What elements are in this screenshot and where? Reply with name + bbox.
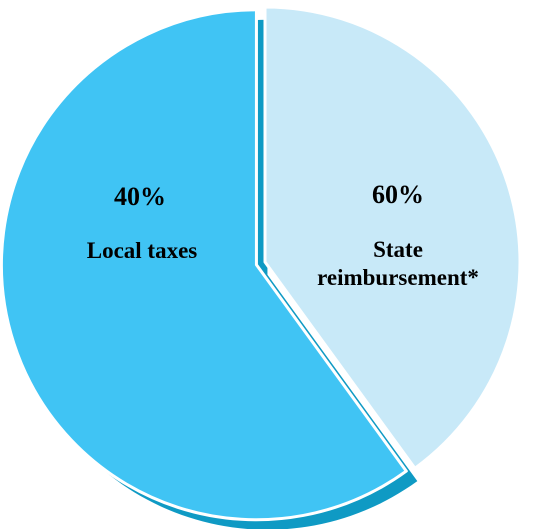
label-layer: 40% Local taxes 60% State reimbursement* (87, 180, 479, 290)
slice-percent-label-local-taxes: 40% (114, 182, 166, 211)
pie-slice-local-taxes (263, 5, 522, 470)
slice-category-label-state-line2: reimbursement* (317, 265, 479, 290)
slice-category-label-state-line1: State (373, 237, 423, 262)
pie-slice-state-reimbursement (0, 8, 408, 522)
slice-category-label-local-taxes: Local taxes (87, 238, 198, 263)
slice-layer (0, 5, 522, 522)
slice-percent-label-state-reimbursement: 60% (372, 180, 424, 209)
